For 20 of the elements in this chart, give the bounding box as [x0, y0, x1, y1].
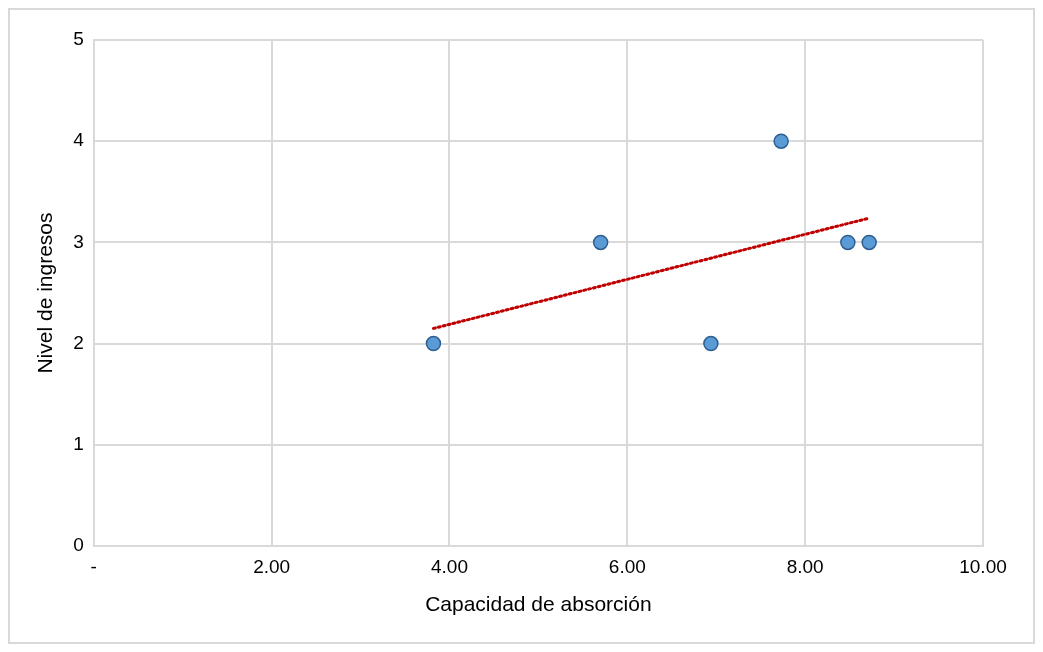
y-tick-label: 0 [73, 534, 84, 556]
x-tick-label: 8.00 [786, 555, 824, 577]
point [840, 234, 856, 251]
y-tick-label: 2 [73, 331, 84, 353]
y-tick-label: 5 [73, 28, 84, 50]
y-tick-label: 4 [73, 129, 85, 151]
point [773, 133, 789, 149]
x-tick-label: 4.00 [430, 555, 468, 577]
point [425, 335, 442, 352]
x-tick-label: 6.00 [608, 555, 646, 577]
x-tick-label: 2.00 [253, 555, 291, 577]
x-tick-label: - [90, 555, 97, 577]
x-tick-label: 10.00 [959, 555, 1007, 577]
x-axis-title: Capacidad de absorción [425, 592, 652, 616]
y-tick-label: 3 [73, 230, 84, 252]
y-tick-label: 1 [73, 433, 84, 455]
point [703, 335, 719, 352]
point [861, 234, 877, 251]
point [592, 234, 609, 251]
y-axis-title: Nivel de ingresos [33, 212, 57, 374]
